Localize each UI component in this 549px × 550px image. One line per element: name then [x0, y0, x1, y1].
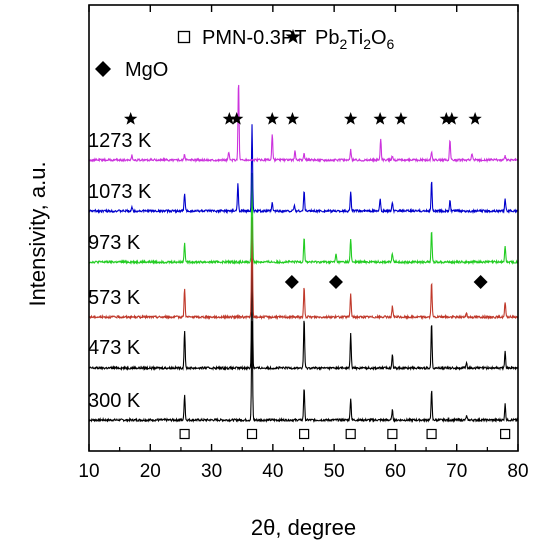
pb2ti2o6-marker: [230, 112, 244, 125]
pmn-marker: [179, 428, 190, 440]
y-axis-label: Intensivity, a.u.: [25, 161, 50, 306]
series-layer: [88, 84, 519, 424]
marker-layer: [124, 112, 511, 440]
label-layer: 300 K 473 K 573 K 973 K 1073 K 1273 K: [88, 130, 152, 412]
series-label: 473 K: [88, 337, 141, 359]
pmn-marker: [345, 428, 356, 440]
series-473-k: [88, 253, 519, 372]
pb2ti2o6-marker: [373, 112, 387, 125]
series-973-k: [88, 172, 519, 266]
mgo-marker: [328, 275, 343, 289]
legend-star-symbol: [285, 29, 301, 44]
series-label: 973 K: [88, 232, 141, 254]
pmn-marker: [246, 428, 258, 440]
pb2ti2o6-marker: [222, 112, 236, 125]
x-tick-label: 20: [140, 461, 161, 482]
mgo-marker: [473, 275, 488, 289]
pb2ti2o6-marker: [394, 112, 408, 125]
x-tick-label: 30: [201, 461, 222, 482]
series-label: 1273 K: [88, 130, 152, 152]
x-tick-label: 80: [507, 461, 528, 482]
legend-label: Pb2Ti2O6: [315, 27, 395, 52]
x-tick-label: 10: [78, 461, 99, 482]
pb2ti2o6-marker: [124, 112, 138, 125]
axis-layer: 10 20 30 40 50 60 70 80: [78, 5, 529, 482]
legend-diamond-symbol: [95, 61, 111, 77]
x-tick-label: 40: [262, 461, 283, 482]
pb2ti2o6-marker: [285, 112, 300, 125]
pmn-marker: [299, 428, 310, 440]
series-1273-k: [88, 84, 519, 164]
x-tick-label: 60: [385, 461, 406, 482]
series-1073-k: [88, 124, 519, 215]
series-label: 573 K: [88, 287, 141, 309]
x-axis-label: 2θ, degree: [251, 515, 356, 540]
pmn-marker: [426, 428, 437, 440]
pb2ti2o6-marker: [344, 112, 358, 125]
legend-label: MgO: [125, 59, 168, 81]
x-tick-label: 50: [324, 461, 345, 482]
pb2ti2o6-marker: [468, 112, 482, 125]
pmn-marker: [387, 428, 398, 440]
series-label: 1073 K: [88, 181, 152, 203]
legend-square-symbol: [177, 30, 191, 44]
series-label: 300 K: [88, 390, 141, 412]
mgo-marker: [284, 275, 299, 289]
pb2ti2o6-marker: [265, 112, 279, 125]
pb2ti2o6-marker: [445, 112, 459, 125]
x-tick-label: 70: [446, 461, 467, 482]
pmn-marker: [500, 428, 511, 440]
legend: PMN-0.3PT Pb2Ti2O6 MgO: [95, 27, 395, 81]
series-300-k: [88, 321, 519, 424]
series-573-k: [88, 217, 519, 321]
pb2ti2o6-marker: [439, 112, 453, 125]
legend-label: PMN-0.3PT: [202, 27, 306, 49]
